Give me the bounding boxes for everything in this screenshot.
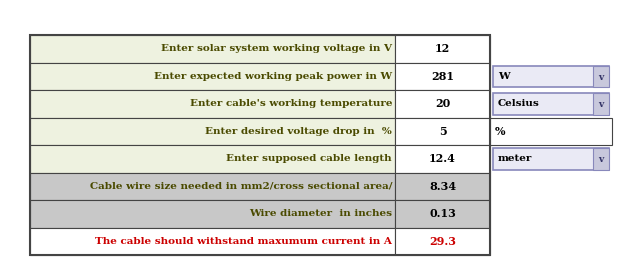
Bar bbox=[395, 118, 490, 145]
Text: The cable should withstand maxumum current in A: The cable should withstand maxumum curre… bbox=[95, 237, 392, 246]
Text: Cable wire size needed in mm2/cross sectional area/: Cable wire size needed in mm2/cross sect… bbox=[89, 182, 392, 191]
Text: v: v bbox=[598, 155, 604, 164]
Bar bbox=[593, 93, 609, 115]
Bar bbox=[30, 227, 395, 255]
Text: Wire diameter  in inches: Wire diameter in inches bbox=[249, 209, 392, 218]
Bar bbox=[395, 35, 490, 63]
Bar bbox=[30, 35, 490, 255]
Text: Enter desired voltage drop in  %: Enter desired voltage drop in % bbox=[205, 127, 392, 136]
Bar bbox=[30, 200, 395, 227]
Bar bbox=[493, 66, 609, 87]
Bar bbox=[493, 148, 609, 169]
Text: 20: 20 bbox=[435, 98, 450, 109]
Text: 12: 12 bbox=[435, 43, 450, 54]
Bar bbox=[593, 148, 609, 169]
Text: W: W bbox=[498, 72, 510, 81]
Bar bbox=[30, 63, 395, 90]
Text: 29.3: 29.3 bbox=[429, 236, 456, 247]
Text: Enter solar system working voltage in V: Enter solar system working voltage in V bbox=[161, 44, 392, 53]
Text: %: % bbox=[495, 126, 506, 137]
Text: v: v bbox=[598, 100, 604, 109]
Bar bbox=[395, 227, 490, 255]
Text: 8.34: 8.34 bbox=[429, 181, 456, 192]
Bar bbox=[395, 145, 490, 173]
Bar bbox=[490, 118, 612, 145]
Text: 0.13: 0.13 bbox=[429, 208, 456, 219]
Text: Celsius: Celsius bbox=[498, 99, 540, 108]
Bar bbox=[30, 35, 395, 63]
Text: 281: 281 bbox=[431, 71, 454, 82]
Bar bbox=[30, 90, 395, 118]
Bar bbox=[395, 63, 490, 90]
Bar bbox=[493, 93, 609, 115]
Text: 5: 5 bbox=[439, 126, 446, 137]
Text: Enter supposed cable length: Enter supposed cable length bbox=[227, 154, 392, 163]
Bar bbox=[395, 173, 490, 200]
Text: meter: meter bbox=[498, 154, 532, 163]
Bar bbox=[30, 118, 395, 145]
Bar bbox=[593, 66, 609, 87]
Bar bbox=[30, 173, 395, 200]
Bar bbox=[395, 200, 490, 227]
Bar bbox=[395, 90, 490, 118]
Bar bbox=[30, 145, 395, 173]
Text: Enter expected working peak power in W: Enter expected working peak power in W bbox=[154, 72, 392, 81]
Text: v: v bbox=[598, 73, 604, 82]
Text: Enter cable's working temperature: Enter cable's working temperature bbox=[189, 99, 392, 108]
Text: 12.4: 12.4 bbox=[429, 153, 456, 164]
